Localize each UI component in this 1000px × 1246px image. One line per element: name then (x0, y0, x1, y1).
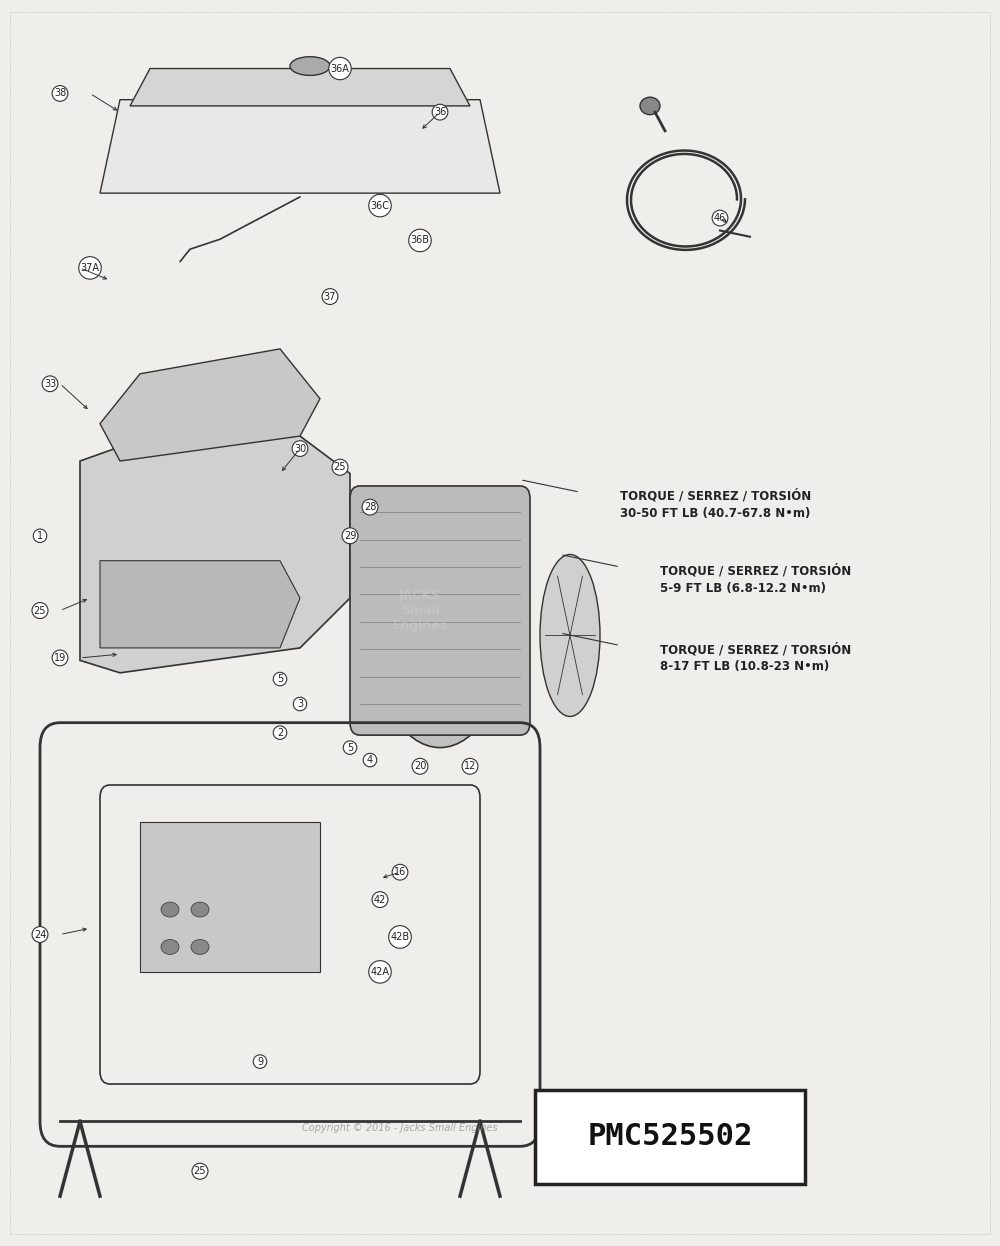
Text: 36B: 36B (411, 235, 430, 245)
Text: 19: 19 (54, 653, 66, 663)
Text: 4: 4 (367, 755, 373, 765)
Text: 25: 25 (194, 1166, 206, 1176)
Text: 36: 36 (434, 107, 446, 117)
Text: 25: 25 (334, 462, 346, 472)
Text: PMC525502: PMC525502 (587, 1121, 753, 1151)
Text: 1: 1 (37, 531, 43, 541)
Text: TORQUE / SERREZ / TORSIÓN
30-50 FT LB (40.7-67.8 N•m): TORQUE / SERREZ / TORSIÓN 30-50 FT LB (4… (620, 490, 811, 520)
Text: 29: 29 (344, 531, 356, 541)
Text: 37A: 37A (80, 263, 100, 273)
Text: 16: 16 (394, 867, 406, 877)
Ellipse shape (640, 97, 660, 115)
Polygon shape (80, 436, 350, 673)
FancyBboxPatch shape (535, 1090, 805, 1184)
Polygon shape (100, 561, 300, 648)
Ellipse shape (290, 56, 330, 75)
Text: 42A: 42A (370, 967, 390, 977)
Polygon shape (100, 349, 320, 461)
Text: 28: 28 (364, 502, 376, 512)
Text: 36A: 36A (331, 64, 349, 74)
Text: 12: 12 (464, 761, 476, 771)
Text: TORQUE / SERREZ / TORSIÓN
5-9 FT LB (6.8-12.2 N•m): TORQUE / SERREZ / TORSIÓN 5-9 FT LB (6.8… (660, 564, 851, 594)
Text: Copyright © 2016 - Jacks Small Engines: Copyright © 2016 - Jacks Small Engines (302, 1123, 498, 1133)
Ellipse shape (191, 939, 209, 954)
Text: 25: 25 (34, 606, 46, 616)
Text: 46: 46 (714, 213, 726, 223)
Ellipse shape (540, 554, 600, 716)
Text: 3: 3 (297, 699, 303, 709)
Text: JACKS
Small
Engines: JACKS Small Engines (392, 589, 448, 632)
Bar (140, 822, 320, 972)
Text: 42B: 42B (390, 932, 410, 942)
Ellipse shape (161, 939, 179, 954)
Polygon shape (130, 69, 470, 106)
Text: 2: 2 (277, 728, 283, 738)
Ellipse shape (191, 902, 209, 917)
Ellipse shape (390, 523, 490, 723)
Text: 37: 37 (324, 292, 336, 302)
FancyBboxPatch shape (350, 486, 530, 735)
Text: 36C: 36C (370, 201, 390, 211)
Ellipse shape (161, 902, 179, 917)
Ellipse shape (370, 498, 510, 748)
Text: 5: 5 (347, 743, 353, 753)
Text: TORQUE / SERREZ / TORSIÓN
8-17 FT LB (10.8-23 N•m): TORQUE / SERREZ / TORSIÓN 8-17 FT LB (10… (660, 643, 851, 673)
Text: 24: 24 (34, 930, 46, 939)
Text: 33: 33 (44, 379, 56, 389)
Polygon shape (100, 100, 500, 193)
Text: 42: 42 (374, 895, 386, 905)
Text: 9: 9 (257, 1057, 263, 1067)
Text: 20: 20 (414, 761, 426, 771)
Text: 30: 30 (294, 444, 306, 454)
Text: 5: 5 (277, 674, 283, 684)
Text: 38: 38 (54, 88, 66, 98)
